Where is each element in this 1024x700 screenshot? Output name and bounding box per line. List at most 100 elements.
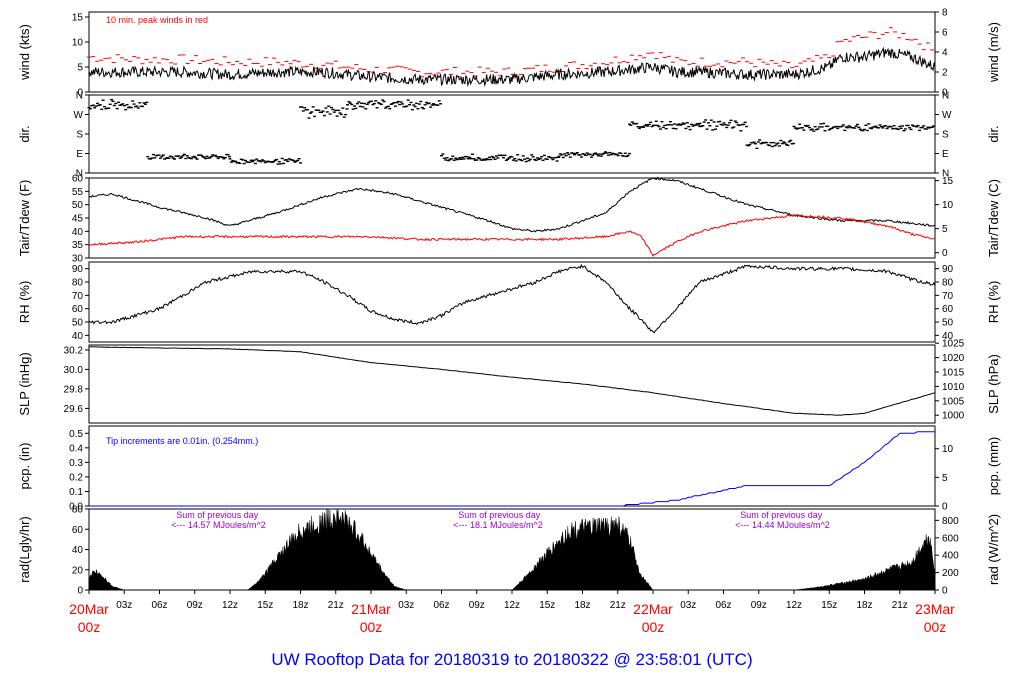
- wind-ytick-label-right: 0: [942, 88, 948, 99]
- temp-ytick-label-left: 30: [72, 254, 84, 265]
- temp-ytick-label-right: 5: [942, 224, 948, 235]
- dir-ytick-label-left: N: [76, 91, 83, 102]
- x-day-label-time: 00z: [360, 619, 383, 635]
- rad-ytick-label-right: 0: [942, 586, 948, 597]
- pcp-ytick-label-left: 0.3: [69, 458, 83, 469]
- rad-annotation: <--- 14.57 MJoules/m^2: [171, 520, 266, 530]
- dir-ytick-label-left: E: [76, 149, 83, 160]
- wind-ytick-label-right: 8: [942, 8, 948, 19]
- x-tick-label: 18z: [574, 600, 590, 611]
- wind-series-line: [88, 46, 936, 87]
- x-tick-label: 09z: [469, 600, 485, 611]
- temp-ytick-label-left: 40: [72, 227, 84, 238]
- x-tick-label: 06z: [433, 600, 449, 611]
- rad-ytick-label-left: 40: [72, 545, 84, 556]
- rh-panel-frame: [88, 261, 936, 343]
- rh-ytick-label-left: 70: [72, 291, 84, 302]
- wind-annotation: 10 min. peak winds in red: [106, 15, 208, 25]
- rh-ylabel-right: RH (%): [986, 281, 1001, 324]
- footer-title: UW Rooftop Data for 20180319 to 20180322…: [271, 650, 753, 669]
- rad-ytick-label-right: 600: [942, 533, 959, 544]
- slp-ytick-label-left: 29.8: [64, 384, 84, 395]
- pcp-ytick-label-left: 0.0: [69, 502, 83, 513]
- dir-ytick-label-right: S: [942, 130, 949, 141]
- wind-ytick-label-right: 6: [942, 28, 948, 39]
- x-tick-label: 06z: [715, 600, 731, 611]
- x-day-label-date: 21Mar: [351, 601, 391, 617]
- wind-ylabel-left: wind (kts): [17, 24, 32, 81]
- dir-ytick-label-right: W: [942, 110, 952, 121]
- pcp-annotation: Tip increments are 0.01in. (0.254mm.): [106, 436, 258, 446]
- x-tick-label: 03z: [398, 600, 414, 611]
- x-day-label-time: 00z: [78, 619, 101, 635]
- slp-ytick-label-left: 30.2: [64, 345, 84, 356]
- temp-ytick-label-right: 0: [942, 248, 948, 259]
- x-day-label-time: 00z: [924, 619, 947, 635]
- x-day-label-date: 23Mar: [915, 601, 955, 617]
- temp-ytick-label-right: 10: [942, 200, 954, 211]
- slp-ylabel-left: SLP (inHg): [17, 352, 32, 415]
- slp-ytick-label-right: 1005: [942, 396, 965, 407]
- pcp-ylabel-left: pcp. (in): [17, 443, 32, 490]
- slp-ytick-label-right: 1000: [942, 411, 965, 422]
- dir-ytick-label-left: S: [76, 130, 83, 141]
- x-tick-label: 09z: [187, 600, 203, 611]
- rh-ytick-label-right: 40: [942, 331, 954, 342]
- temp-ytick-label-left: 50: [72, 200, 84, 211]
- wind-ytick-label-left: 15: [72, 13, 84, 24]
- rh-ylabel-left: RH (%): [17, 281, 32, 324]
- rad-annotation: Sum of previous day: [176, 510, 259, 520]
- dir-panel-frame: [88, 94, 936, 174]
- pcp-ytick-label-right: 0: [942, 502, 948, 513]
- rad-annotation: <--- 14.44 MJoules/m^2: [735, 520, 830, 530]
- temp-ylabel-right: Tair/Tdew (C): [986, 179, 1001, 257]
- rad-ylabel-left: rad(Lgly/hr): [17, 516, 32, 582]
- x-tick-label: 21z: [610, 600, 626, 611]
- x-tick-label: 21z: [328, 600, 344, 611]
- rh-ytick-label-left: 80: [72, 278, 84, 289]
- slp-panel-frame: [88, 344, 936, 424]
- temp-ytick-label-left: 45: [72, 214, 84, 225]
- rh-ytick-label-right: 50: [942, 318, 954, 329]
- rh-ytick-label-right: 80: [942, 278, 954, 289]
- pcp-ytick-label-right: 5: [942, 473, 948, 484]
- temp-series-tdew: [88, 213, 935, 257]
- rad-annotation: <--- 18.1 MJoules/m^2: [453, 520, 543, 530]
- pcp-ylabel-right: pcp. (mm): [986, 437, 1001, 496]
- rad-annotation: Sum of previous day: [740, 510, 823, 520]
- x-tick-label: 12z: [504, 600, 520, 611]
- rh-ytick-label-left: 50: [72, 318, 84, 329]
- rad-ytick-label-left: 20: [72, 565, 84, 576]
- wind-ytick-label-left: 5: [77, 63, 83, 74]
- rad-ytick-label-right: 800: [942, 516, 959, 527]
- wind-ytick-label-right: 4: [942, 48, 948, 59]
- x-day-label-time: 00z: [642, 619, 665, 635]
- dir-ylabel-right: dir.: [986, 125, 1001, 142]
- pcp-ytick-label-right: 10: [942, 444, 954, 455]
- x-tick-label: 21z: [892, 600, 908, 611]
- wind-ytick-label-left: 0: [77, 88, 83, 99]
- pcp-series-line: [89, 431, 935, 507]
- dir-ytick-label-left: W: [74, 110, 84, 121]
- slp-ytick-label-right: 1015: [942, 368, 965, 379]
- x-tick-label: 03z: [680, 600, 696, 611]
- temp-ylabel-left: Tair/Tdew (F): [17, 180, 32, 257]
- slp-series-line: [88, 346, 936, 416]
- dir-ytick-label-right: N: [942, 91, 949, 102]
- x-tick-label: 12z: [786, 600, 802, 611]
- rad-ytick-label-right: 200: [942, 568, 959, 579]
- temp-panel-frame: [88, 177, 936, 259]
- x-tick-label: 18z: [856, 600, 872, 611]
- x-tick-label: 18z: [292, 600, 308, 611]
- wind-ytick-label-right: 2: [942, 68, 948, 79]
- rad-ytick-label-right: 400: [942, 551, 959, 562]
- pcp-ytick-label-left: 0.5: [69, 429, 83, 440]
- rh-ytick-label-right: 60: [942, 304, 954, 315]
- rad-ytick-label-left: 0: [77, 586, 83, 597]
- rad-ytick-label-left: 60: [72, 525, 84, 536]
- dir-ylabel-left: dir.: [17, 125, 32, 142]
- x-day-label-date: 22Mar: [633, 601, 673, 617]
- rh-ytick-label-right: 90: [942, 264, 954, 275]
- rh-ytick-label-right: 70: [942, 291, 954, 302]
- x-tick-label: 06z: [151, 600, 167, 611]
